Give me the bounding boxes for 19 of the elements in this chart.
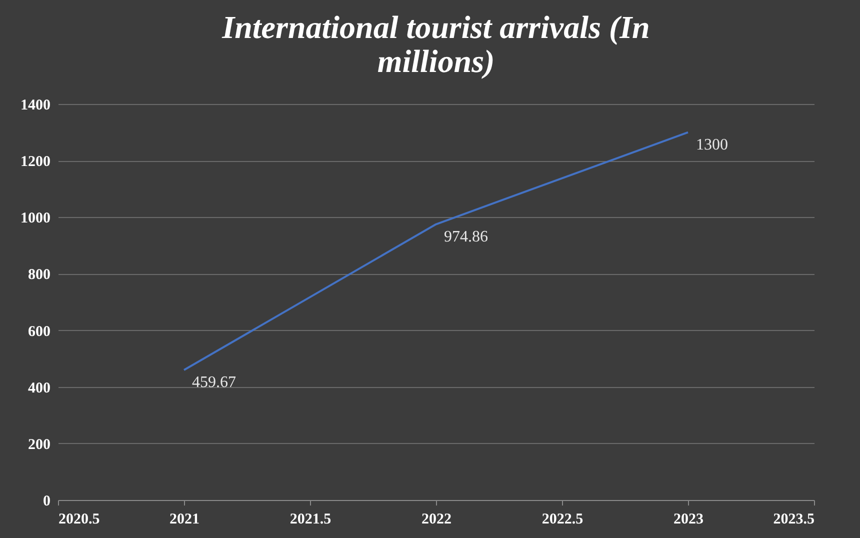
data-label: 974.86 (444, 228, 488, 246)
y-tick-label: 600 (28, 324, 50, 340)
y-tick-label: 800 (28, 267, 50, 284)
x-tick-label: 2022.5 (542, 512, 584, 528)
y-tick-label: 1400 (20, 98, 50, 114)
x-tick-label: 2020.5 (58, 512, 100, 528)
x-tick-label: 2023.5 (773, 512, 814, 528)
x-tick-label: 2021.5 (290, 512, 332, 528)
chart-title: International tourist arrivals (In millions) (221, 9, 650, 79)
y-tick-label: 1200 (20, 154, 50, 170)
y-tick-label: 1000 (20, 210, 50, 227)
x-tick-label: 2023 (674, 512, 704, 528)
data-label: 459.67 (192, 374, 236, 391)
y-tick-label: 200 (28, 436, 50, 453)
data-label: 1300 (696, 136, 728, 154)
x-tick-label: 2022 (422, 512, 452, 528)
y-tick-label: 0 (43, 494, 50, 510)
x-tick-label: 2021 (170, 512, 200, 528)
y-tick-label: 400 (28, 380, 50, 396)
